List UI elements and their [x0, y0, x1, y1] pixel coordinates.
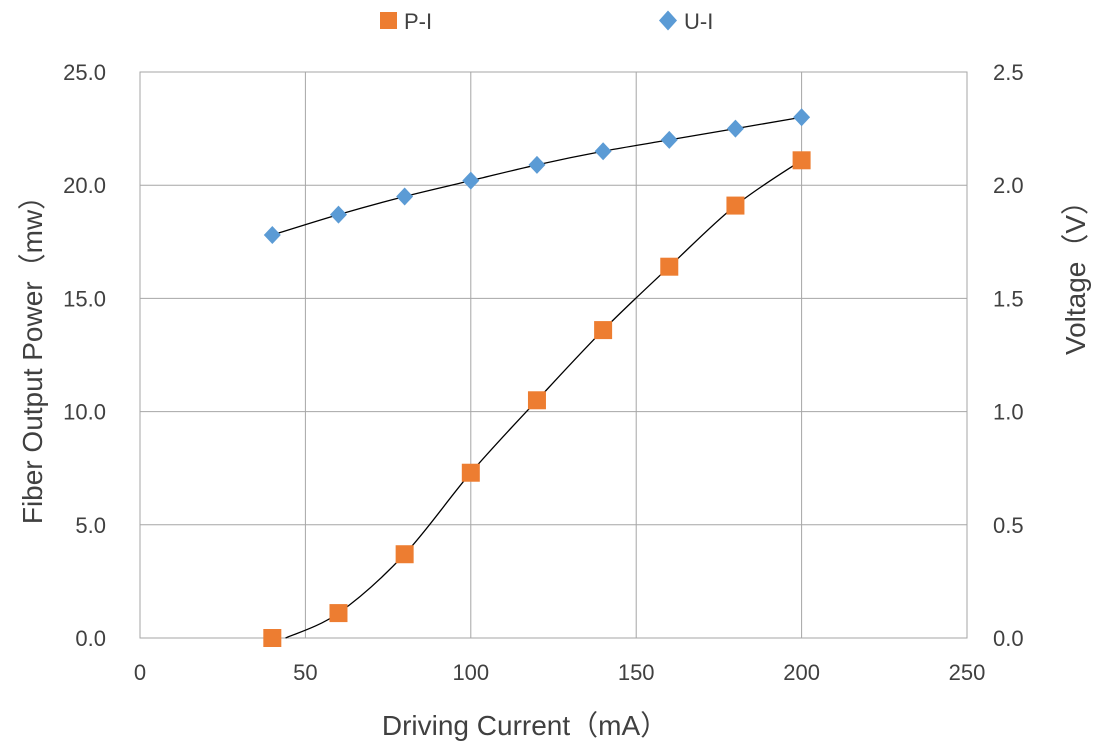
data-point-u-i: [263, 226, 281, 245]
data-point-u-i: [528, 155, 546, 174]
y2-axis-title: Voltage（V）: [1060, 187, 1091, 355]
data-point-u-i: [660, 130, 678, 149]
x-tick-label: 0: [134, 660, 146, 685]
data-point-p-i: [329, 604, 348, 623]
data-point-u-i: [329, 205, 347, 224]
trend-curves: [272, 116, 802, 639]
data-point-u-i: [462, 171, 480, 190]
data-markers: [263, 108, 811, 647]
data-point-p-i: [527, 391, 546, 410]
data-point-p-i: [726, 196, 745, 215]
x-tick-label: 250: [949, 660, 986, 685]
y-tick-label: 5.0: [75, 513, 106, 538]
legend-marker-p-i: [380, 12, 397, 29]
y-tick-label: 10.0: [63, 400, 106, 425]
x-tick-label: 150: [618, 660, 655, 685]
data-point-u-i: [726, 119, 744, 138]
data-point-p-i: [660, 257, 679, 276]
y2-tick-label: 2.0: [993, 173, 1024, 198]
y2-tick-label: 2.5: [993, 60, 1024, 85]
legend-marker-u-i: [659, 10, 677, 31]
data-point-u-i: [396, 187, 414, 206]
y-axis-title: Fiber Output Power（mw）: [17, 182, 48, 524]
gridlines: [139, 71, 968, 639]
y2-tick-label: 0.5: [993, 513, 1024, 538]
tick-labels: 0 50 100 150 200 250 0.0 5.0 10.0 15.0 20.0 25.0 0.0…: [63, 60, 1023, 685]
y-tick-label: 0.0: [75, 626, 106, 651]
legend: P-I U-I: [380, 9, 713, 34]
y-tick-label: 25.0: [63, 60, 106, 85]
plot-area-border: [139, 71, 968, 639]
legend-label-p-i: P-I: [404, 9, 432, 34]
data-point-p-i: [594, 321, 613, 340]
data-point-p-i: [395, 545, 414, 564]
data-point-u-i: [594, 142, 612, 161]
x-tick-label: 50: [293, 660, 317, 685]
data-point-p-i: [461, 463, 480, 482]
legend-label-u-i: U-I: [684, 9, 713, 34]
x-tick-label: 200: [783, 660, 820, 685]
y-tick-label: 20.0: [63, 173, 106, 198]
data-point-u-i: [793, 108, 811, 127]
y2-tick-label: 1.5: [993, 286, 1024, 311]
data-point-p-i: [263, 629, 282, 647]
y2-tick-label: 1.0: [993, 400, 1024, 425]
y2-tick-label: 0.0: [993, 626, 1024, 651]
x-axis-title: Driving Current（mA）: [382, 710, 668, 741]
y-tick-label: 15.0: [63, 286, 106, 311]
x-tick-label: 100: [452, 660, 489, 685]
data-point-p-i: [792, 151, 811, 170]
